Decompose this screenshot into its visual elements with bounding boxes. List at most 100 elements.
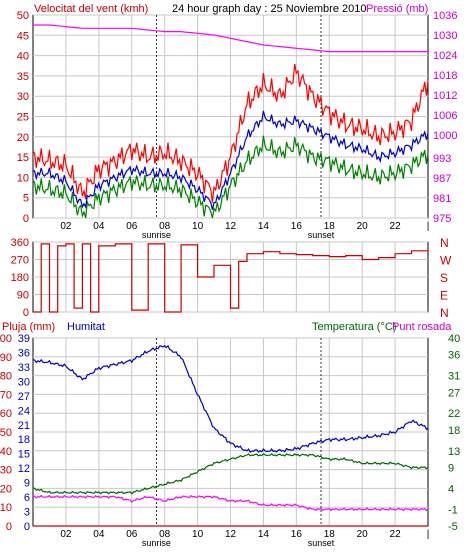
y-tick-label: 12 xyxy=(18,463,30,475)
y-tick-label: 20 xyxy=(17,132,29,144)
y-tick-label: 40 xyxy=(17,51,29,63)
y-tick-label: 987 xyxy=(433,173,451,185)
y-tick-label: 15 xyxy=(18,449,30,461)
wind-pressure-x-axis: 02 04 06 08 10 12 14 16 18 20 22 | sunrise sunset xyxy=(60,221,429,240)
y-tick-label: 30 xyxy=(0,465,12,477)
y-tick-label: 10 xyxy=(17,172,29,184)
y-tick-label: 10 xyxy=(0,502,12,514)
y-tick-label: 1012 xyxy=(433,90,457,102)
pressure-axis: 975 981 987 993 1000 1006 1012 1018 1024 1030 1036 xyxy=(433,10,457,225)
compass-letter: N xyxy=(440,306,449,320)
y-tick-label: 36 xyxy=(18,347,30,359)
y-tick-label: 1018 xyxy=(433,70,457,82)
compass-letter: E xyxy=(440,289,448,303)
y-tick-label: 0 xyxy=(6,521,12,533)
wind-average-line xyxy=(32,110,429,210)
x-tick-label: | xyxy=(427,529,430,540)
y-tick-label: 180 xyxy=(11,272,29,284)
x-tick-label: 10 xyxy=(192,529,204,540)
temperature-line xyxy=(32,452,429,495)
x-tick-label: 22 xyxy=(390,221,402,232)
compass-letter: N xyxy=(440,236,449,250)
y-tick-label: 31 xyxy=(448,371,460,383)
wind-direction-axis: 0 90 180 270 360 xyxy=(11,237,29,319)
y-tick-label: 6 xyxy=(24,492,30,504)
pressure-title: Pressió (mb) xyxy=(366,3,428,15)
x-tick-label: 08 xyxy=(159,529,171,540)
x-tick-label: 10 xyxy=(192,221,204,232)
y-tick-label: 1000 xyxy=(433,130,457,142)
y-tick-label: 90 xyxy=(17,290,29,302)
y-tick-label: 25 xyxy=(17,112,29,124)
y-tick-label: 13 xyxy=(448,446,460,458)
x-tick-label: 20 xyxy=(357,529,369,540)
y-tick-label: 20 xyxy=(0,483,12,495)
x-tick-label: 04 xyxy=(93,221,105,232)
wind-speed-axis: 0 5 10 15 20 25 30 35 40 45 50 xyxy=(17,10,29,225)
x-tick-label: 06 xyxy=(126,221,138,232)
x-tick-label: 18 xyxy=(324,221,336,232)
y-tick-label: 975 xyxy=(433,213,451,225)
y-tick-label: 9 xyxy=(448,463,454,475)
y-tick-label: 39 xyxy=(18,333,30,345)
humidity-temperature-series xyxy=(32,338,429,527)
sunset-label: sunset xyxy=(308,538,335,548)
humidity-title: Humitat xyxy=(67,321,105,333)
y-tick-label: 360 xyxy=(11,237,29,249)
x-tick-label: 20 xyxy=(357,221,369,232)
x-tick-label: 02 xyxy=(60,529,72,540)
y-tick-label: 40 xyxy=(448,333,460,345)
temperature-title: Temperatura (°C) xyxy=(312,321,396,333)
y-tick-label: 9 xyxy=(24,478,30,490)
sunrise-label: sunrise xyxy=(142,230,171,240)
y-tick-label: 50 xyxy=(17,10,29,22)
wind-low-line xyxy=(32,135,429,219)
y-tick-label: 33 xyxy=(18,362,30,374)
wind-direction-line xyxy=(33,243,429,313)
y-tick-label: 35 xyxy=(17,71,29,83)
dew-point-title: Punt rosada xyxy=(392,321,452,333)
wind-speed-title: Velocitat del vent (kmh) xyxy=(34,3,148,15)
y-tick-label: 21 xyxy=(18,420,30,432)
sunset-label: sunset xyxy=(308,230,335,240)
x-tick-label: 04 xyxy=(93,529,105,540)
y-tick-label: 0 xyxy=(23,213,29,225)
y-tick-label: 27 xyxy=(448,387,460,399)
y-tick-label: -1 xyxy=(448,504,458,516)
y-tick-label: 18 xyxy=(18,434,30,446)
y-tick-label: 270 xyxy=(11,255,29,267)
y-tick-label: 30 xyxy=(18,376,30,388)
humidity-temperature-grid xyxy=(33,337,428,527)
humidity-line xyxy=(32,344,429,453)
y-tick-label: 993 xyxy=(433,153,451,165)
y-tick-label: 1030 xyxy=(433,30,457,42)
y-tick-label: 36 xyxy=(448,350,460,362)
rain-title: Pluja (mm) xyxy=(2,321,55,333)
y-tick-label: 5 xyxy=(23,193,29,205)
y-tick-label: 3 xyxy=(24,507,30,519)
humidity-temperature-x-axis: 02 04 06 08 10 12 14 16 18 20 22 | sunrise sunset xyxy=(60,529,429,548)
y-tick-label: 4 xyxy=(448,483,454,495)
x-tick-label: 12 xyxy=(225,221,237,232)
chart-title: 24 hour graph day : 25 Noviembre 2010 xyxy=(172,3,366,15)
y-tick-label: 45 xyxy=(17,30,29,42)
x-tick-label: | xyxy=(427,221,430,232)
x-tick-label: 18 xyxy=(324,529,336,540)
y-tick-label: 80 xyxy=(0,371,12,383)
wind-direction-series xyxy=(33,243,429,313)
y-tick-label: 22 xyxy=(448,408,460,420)
x-tick-label: 06 xyxy=(126,529,138,540)
x-tick-label: 02 xyxy=(60,221,72,232)
y-tick-label: -5 xyxy=(448,521,458,533)
compass-letter: W xyxy=(440,254,452,268)
x-tick-label: 14 xyxy=(258,221,270,232)
y-tick-label: 60 xyxy=(0,408,12,420)
wind-speed-line xyxy=(32,63,429,203)
x-tick-label: 14 xyxy=(258,529,270,540)
y-tick-label: 40 xyxy=(0,446,12,458)
y-tick-label: 100 xyxy=(0,333,12,345)
dew-point-line xyxy=(32,494,429,512)
